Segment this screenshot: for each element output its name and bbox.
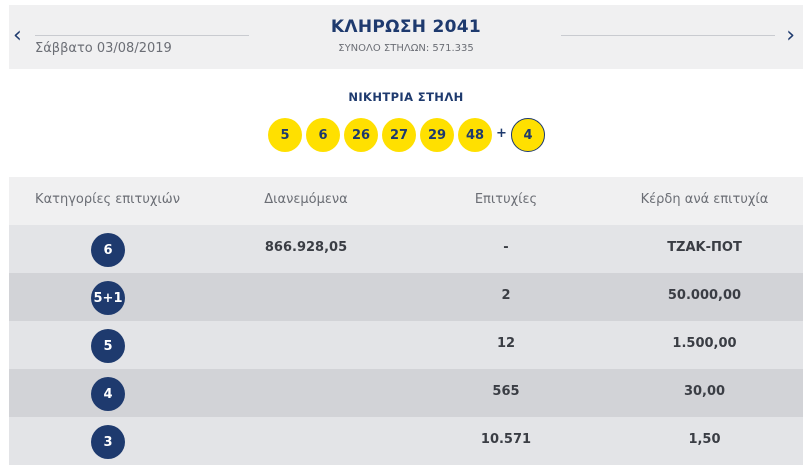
winners-value: -	[503, 240, 509, 255]
draw-title: ΚΛΗΡΩΣΗ 2041	[330, 17, 482, 37]
category-badge: 5+1	[91, 281, 125, 315]
table-row: 3 10.571 1,50	[9, 417, 803, 465]
chevron-left-icon[interactable]: ‹	[13, 23, 22, 48]
bonus-ball: 4	[511, 118, 545, 152]
total-columns: ΣΥΝΟΛΟ ΣΤΗΛΩΝ: 571.335	[338, 43, 474, 54]
prize-value: 50.000,00	[667, 288, 742, 303]
table-header: Κατηγορίες επιτυχιών Διανεμόμενα Επιτυχί…	[9, 177, 803, 225]
number-ball: 6	[306, 118, 340, 152]
prize-value: ΤΖΑΚ-ΠΟΤ	[667, 240, 742, 255]
winning-numbers: 5 6 26 27 29 48 + 4	[0, 118, 812, 152]
winners-value: 2	[501, 288, 511, 303]
number-ball: 26	[344, 118, 378, 152]
draw-header: ‹ Σάββατο 03/08/2019 ΚΛΗΡΩΣΗ 2041 ΣΥΝΟΛΟ…	[9, 5, 803, 69]
prize-table: Κατηγορίες επιτυχιών Διανεμόμενα Επιτυχί…	[9, 177, 803, 465]
prize-value: 1,50	[688, 432, 721, 447]
category-badge: 4	[91, 377, 125, 411]
header-categories: Κατηγορίες επιτυχιών	[35, 192, 180, 207]
plus-sign: +	[496, 126, 507, 141]
prize-value: 30,00	[683, 384, 726, 399]
header-winners: Επιτυχίες	[474, 192, 538, 207]
prize-value: 1.500,00	[672, 336, 737, 351]
table-row: 5+1 2 50.000,00	[9, 273, 803, 321]
winners-value: 12	[496, 336, 516, 351]
category-badge: 5	[91, 329, 125, 363]
category-badge: 3	[91, 425, 125, 459]
table-row: 6 866.928,05 - ΤΖΑΚ-ΠΟΤ	[9, 225, 803, 273]
table-row: 4 565 30,00	[9, 369, 803, 417]
winners-value: 565	[492, 384, 520, 399]
divider-left	[35, 35, 249, 36]
draw-date: Σάββατο 03/08/2019	[35, 41, 172, 56]
table-row: 5 12 1.500,00	[9, 321, 803, 369]
divider-right	[561, 35, 775, 36]
header-prize: Κέρδη ανά επιτυχία	[640, 192, 769, 207]
winning-column-label: ΝΙΚΗΤΡΙΑ ΣΤΗΛΗ	[348, 90, 464, 104]
category-badge: 6	[91, 233, 125, 267]
number-ball: 29	[420, 118, 454, 152]
chevron-right-icon[interactable]: ›	[786, 23, 795, 48]
number-ball: 48	[458, 118, 492, 152]
number-ball: 27	[382, 118, 416, 152]
distributed-value: 866.928,05	[264, 240, 348, 255]
header-distributed: Διανεμόμενα	[264, 192, 348, 207]
winners-value: 10.571	[480, 432, 532, 447]
number-ball: 5	[268, 118, 302, 152]
